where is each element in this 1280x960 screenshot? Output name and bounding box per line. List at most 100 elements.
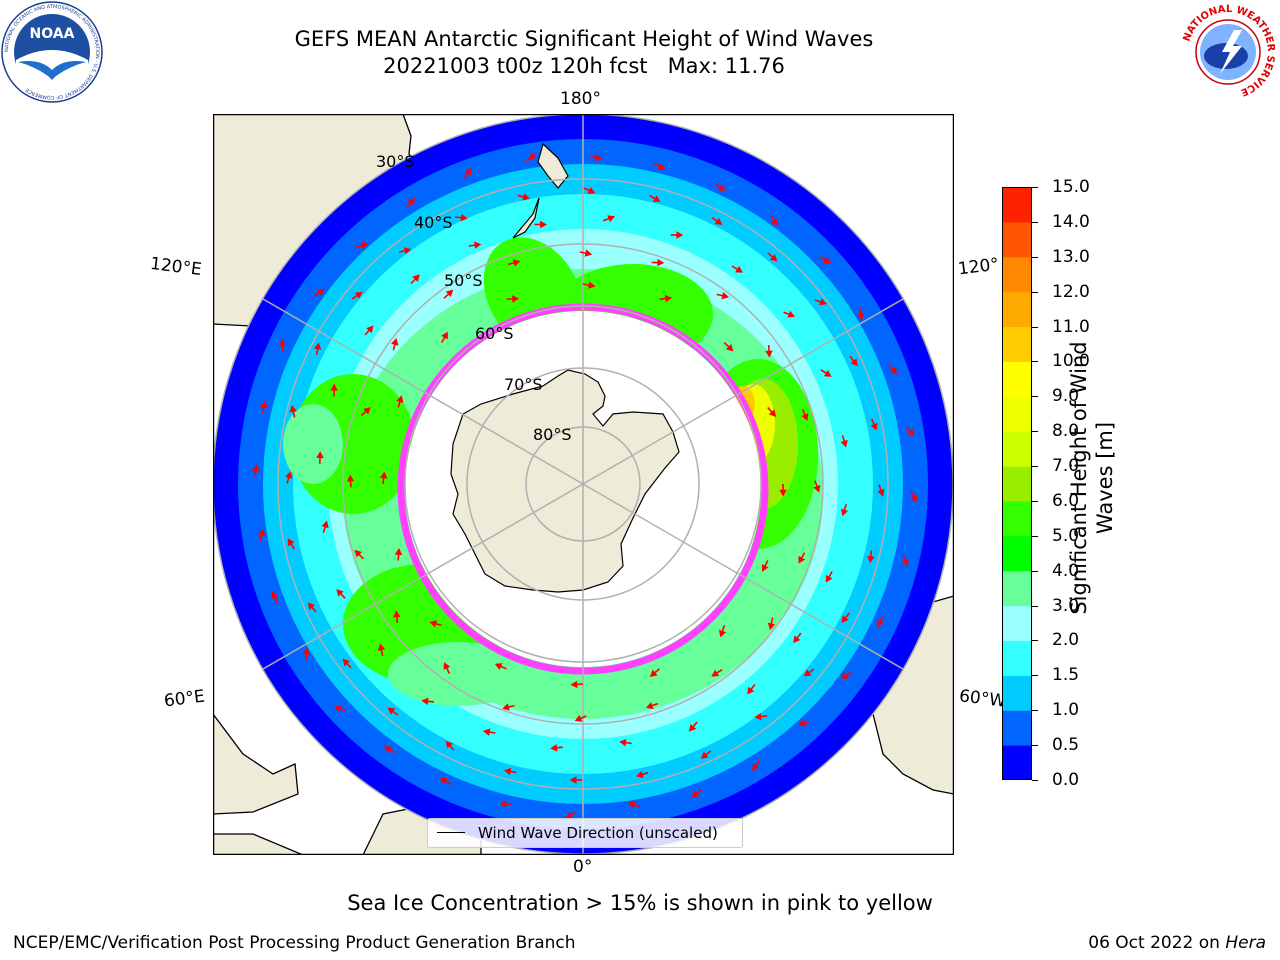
wave-direction-arrowhead	[550, 744, 558, 752]
wave-direction-arrowhead	[664, 294, 673, 303]
wave-direction-arrowhead	[649, 669, 658, 677]
wave-direction-arrowhead	[443, 662, 451, 670]
wave-direction-arrowhead	[499, 800, 507, 808]
wave-direction-arrowhead	[657, 258, 665, 267]
wave-direction-arrowhead	[313, 342, 322, 350]
wave-direction-arrowhead	[645, 702, 654, 710]
wave-direction-arrowhead	[387, 707, 396, 715]
wave-direction-arrowhead	[652, 195, 661, 202]
wave-direction-arrowhead	[260, 400, 268, 408]
wave-direction-arrowhead	[502, 703, 510, 711]
wave-direction-arrowhead	[445, 289, 454, 298]
wave-direction-arrowhead	[901, 559, 909, 567]
wave-direction-arrowhead	[441, 331, 448, 340]
colorbar-bin	[1002, 500, 1032, 537]
colorbar-tick-label: 5.0	[1052, 525, 1080, 546]
wave-direction-arrowhead	[718, 629, 727, 638]
wave-direction-arrowhead	[316, 451, 324, 459]
wave-direction-arrowhead	[482, 728, 491, 736]
colorbar-bin	[1002, 605, 1032, 641]
wave-direction-arrowhead	[840, 508, 849, 517]
wave-direction-arrowhead	[391, 337, 399, 346]
colorbar-bin	[1002, 535, 1032, 572]
wave-direction-arrowhead	[439, 777, 448, 785]
colorbar	[1002, 187, 1032, 780]
wave-direction-arrowhead	[636, 770, 644, 779]
wave-direction-arrowhead	[823, 369, 832, 377]
wave-direction-arrowhead	[403, 247, 412, 255]
wave-direction-arrowhead	[628, 801, 636, 809]
colorbar-bin	[1002, 466, 1032, 502]
colorbar-tick-label: 10.0	[1052, 351, 1090, 372]
lon-label-120e: 120°E	[148, 253, 203, 281]
colorbar-bin	[1002, 291, 1032, 328]
colorbar-tick-label: 11.0	[1052, 316, 1090, 337]
wave-direction-arrowhead	[464, 168, 472, 176]
colorbar-tick-label: 6.0	[1052, 490, 1080, 511]
wave-direction-arrowhead	[867, 555, 875, 564]
wave-direction-arrowhead	[330, 383, 338, 391]
colorbar-tick-mark	[1032, 570, 1038, 572]
lat-label-80s: 80°S	[533, 425, 572, 444]
colorbar-tick-label: 9.0	[1052, 386, 1080, 407]
wave-direction-arrowhead	[321, 520, 329, 529]
wave-direction-arrowhead	[383, 746, 392, 753]
wave-direction-arrowhead	[797, 719, 806, 727]
colorbar-tick-label: 8.0	[1052, 421, 1080, 442]
wave-direction-arrowhead	[407, 197, 416, 206]
chart-title-line2: 20221003 t00z 120h fcst Max: 11.76	[383, 54, 785, 78]
wave-direction-arrowhead	[688, 724, 697, 732]
colorbar-tick-mark	[1032, 745, 1038, 747]
colorbar-bin	[1002, 396, 1032, 432]
colorbar-tick-label: 14.0	[1052, 211, 1090, 232]
wave-direction-arrowhead	[840, 672, 849, 679]
wave-direction-arrowhead	[271, 591, 279, 600]
wave-direction-arrowhead	[607, 215, 615, 223]
lat-label-50s: 50°S	[444, 271, 483, 290]
footer-date-text: 06 Oct 2022 on	[1088, 933, 1226, 953]
colorbar-bin	[1002, 361, 1032, 397]
colorbar-tick-mark	[1032, 710, 1038, 712]
footer-host: Hera	[1225, 933, 1266, 953]
wave-direction-arrowhead	[360, 241, 369, 250]
wave-direction-arrowhead	[765, 350, 773, 358]
wave-direction-arrowhead	[769, 254, 778, 262]
wave-direction-arrowhead	[460, 213, 468, 222]
chart-title-line1: GEFS MEAN Antarctic Significant Height o…	[294, 27, 874, 51]
wave-direction-arrowhead	[840, 439, 848, 448]
wave-direction-arrowhead	[354, 549, 362, 558]
wave-direction-arrowhead	[798, 555, 806, 564]
wave-direction-arrowhead	[619, 738, 627, 747]
lat-label-70s: 70°S	[504, 375, 543, 394]
wave-direction-arrowhead	[747, 686, 755, 695]
wave-direction-arrowhead	[691, 790, 700, 798]
lat-label-30s: 30°S	[376, 152, 415, 171]
wave-direction-arrowhead	[779, 489, 787, 497]
wave-direction-arrowhead	[503, 767, 512, 776]
colorbar-bin	[1002, 326, 1032, 362]
wave-direction-arrowhead	[528, 153, 537, 161]
wave-direction-arrowhead	[717, 184, 726, 192]
noaa-logo: NOAA NATIONAL OCEANIC AND ATMOSPHERIC AD…	[1, 1, 103, 103]
colorbar-tick-mark	[1032, 535, 1038, 537]
colorbar-border	[1002, 187, 1032, 780]
map-frame-border	[213, 114, 954, 855]
wave-direction-arrowhead	[752, 763, 760, 772]
wave-direction-arrowhead	[421, 697, 429, 706]
wave-direction-arrowhead	[801, 413, 809, 421]
wave-direction-arrowhead	[278, 339, 287, 347]
colorbar-bin	[1002, 221, 1032, 258]
legend-label: Wind Wave Direction (unscaled)	[478, 824, 718, 842]
colorbar-tick-label: 7.0	[1052, 456, 1080, 477]
colorbar-tick-mark	[1032, 431, 1038, 433]
colorbar-tick-mark	[1032, 187, 1038, 188]
colorbar-tick-mark	[1032, 500, 1038, 502]
footer-date: 06 Oct 2022 on Hera	[1088, 933, 1266, 953]
wave-direction-arrowhead	[494, 663, 503, 670]
colorbar-bin	[1002, 710, 1032, 746]
colorbar-bin	[1002, 640, 1032, 676]
wave-direction-arrowhead	[396, 395, 404, 403]
wave-direction-arrowhead	[512, 259, 521, 267]
colorbar-tick-mark	[1032, 605, 1038, 607]
